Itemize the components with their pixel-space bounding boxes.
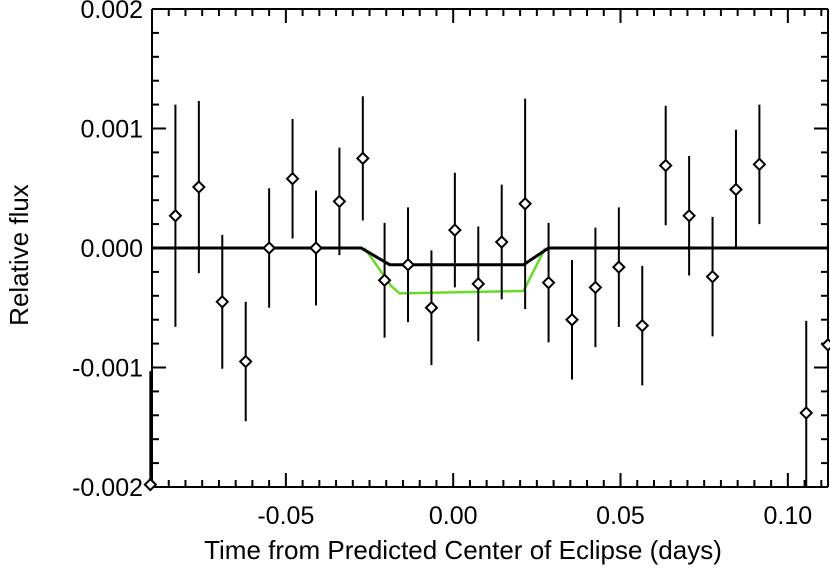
y-tick-label: 0.000 [80, 235, 143, 263]
y-tick-label: -0.002 [72, 474, 143, 502]
axes [151, 8, 829, 488]
data-point-diamond [332, 194, 347, 209]
data-point-diamond [729, 182, 743, 197]
y-axis-title: Relative flux [4, 184, 34, 326]
y-tick-label: 0.002 [80, 0, 143, 24]
x-axis-title: Time from Predicted Center of Eclipse (d… [204, 535, 722, 565]
data-point-diamond [752, 157, 767, 172]
data-point-diamond [588, 280, 603, 295]
data-point-diamond [821, 337, 830, 352]
data-point-diamond [611, 260, 626, 275]
data-points [143, 96, 830, 492]
y-tick-label: -0.001 [72, 355, 143, 383]
x-tick-label: 0.00 [429, 502, 478, 530]
x-tick-label: 0.05 [596, 502, 645, 530]
data-point-diamond [494, 235, 509, 249]
data-point-diamond [401, 257, 415, 272]
y-tick-label: 0.001 [80, 116, 143, 144]
data-point-diamond [799, 405, 814, 420]
data-point-diamond [471, 276, 486, 291]
data-point-diamond [682, 208, 697, 223]
data-point-diamond [705, 269, 720, 284]
model-line-green [363, 247, 547, 295]
model-line-black [152, 246, 828, 267]
data-point-diamond [215, 294, 230, 309]
data-point-diamond [377, 273, 392, 288]
x-tick-label: -0.05 [257, 502, 314, 530]
tick-labels: -0.05 0.00 0.05 0.10 0.002 0.001 0.000 -0.001 -0… [72, 0, 812, 530]
data-point-diamond [355, 151, 370, 166]
data-point-diamond [238, 354, 253, 369]
model-lines [152, 246, 828, 295]
data-point-diamond [447, 223, 462, 237]
data-point-diamond [565, 312, 579, 327]
data-point-diamond [541, 275, 556, 290]
data-point-diamond [143, 477, 158, 492]
data-point-diamond [191, 180, 206, 194]
data-point-diamond [518, 196, 533, 211]
data-point-diamond [424, 300, 439, 315]
data-point-diamond [285, 171, 300, 186]
data-point-diamond [262, 241, 277, 255]
data-point-diamond [168, 208, 183, 223]
data-point-diamond [635, 318, 650, 333]
data-point-diamond [309, 241, 323, 255]
data-point-diamond [658, 158, 673, 173]
x-tick-label: 0.10 [764, 502, 813, 530]
